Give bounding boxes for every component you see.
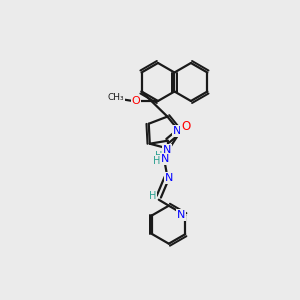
Text: H: H — [149, 191, 157, 201]
Text: O: O — [132, 96, 140, 106]
Text: N: N — [177, 210, 185, 220]
Text: H: H — [155, 151, 163, 161]
Text: H: H — [153, 156, 160, 166]
Text: N: N — [160, 154, 169, 164]
Text: O: O — [181, 120, 190, 133]
Text: N: N — [163, 145, 171, 155]
Text: CH₃: CH₃ — [108, 92, 124, 101]
Text: N: N — [165, 173, 173, 183]
Text: N: N — [173, 126, 181, 136]
